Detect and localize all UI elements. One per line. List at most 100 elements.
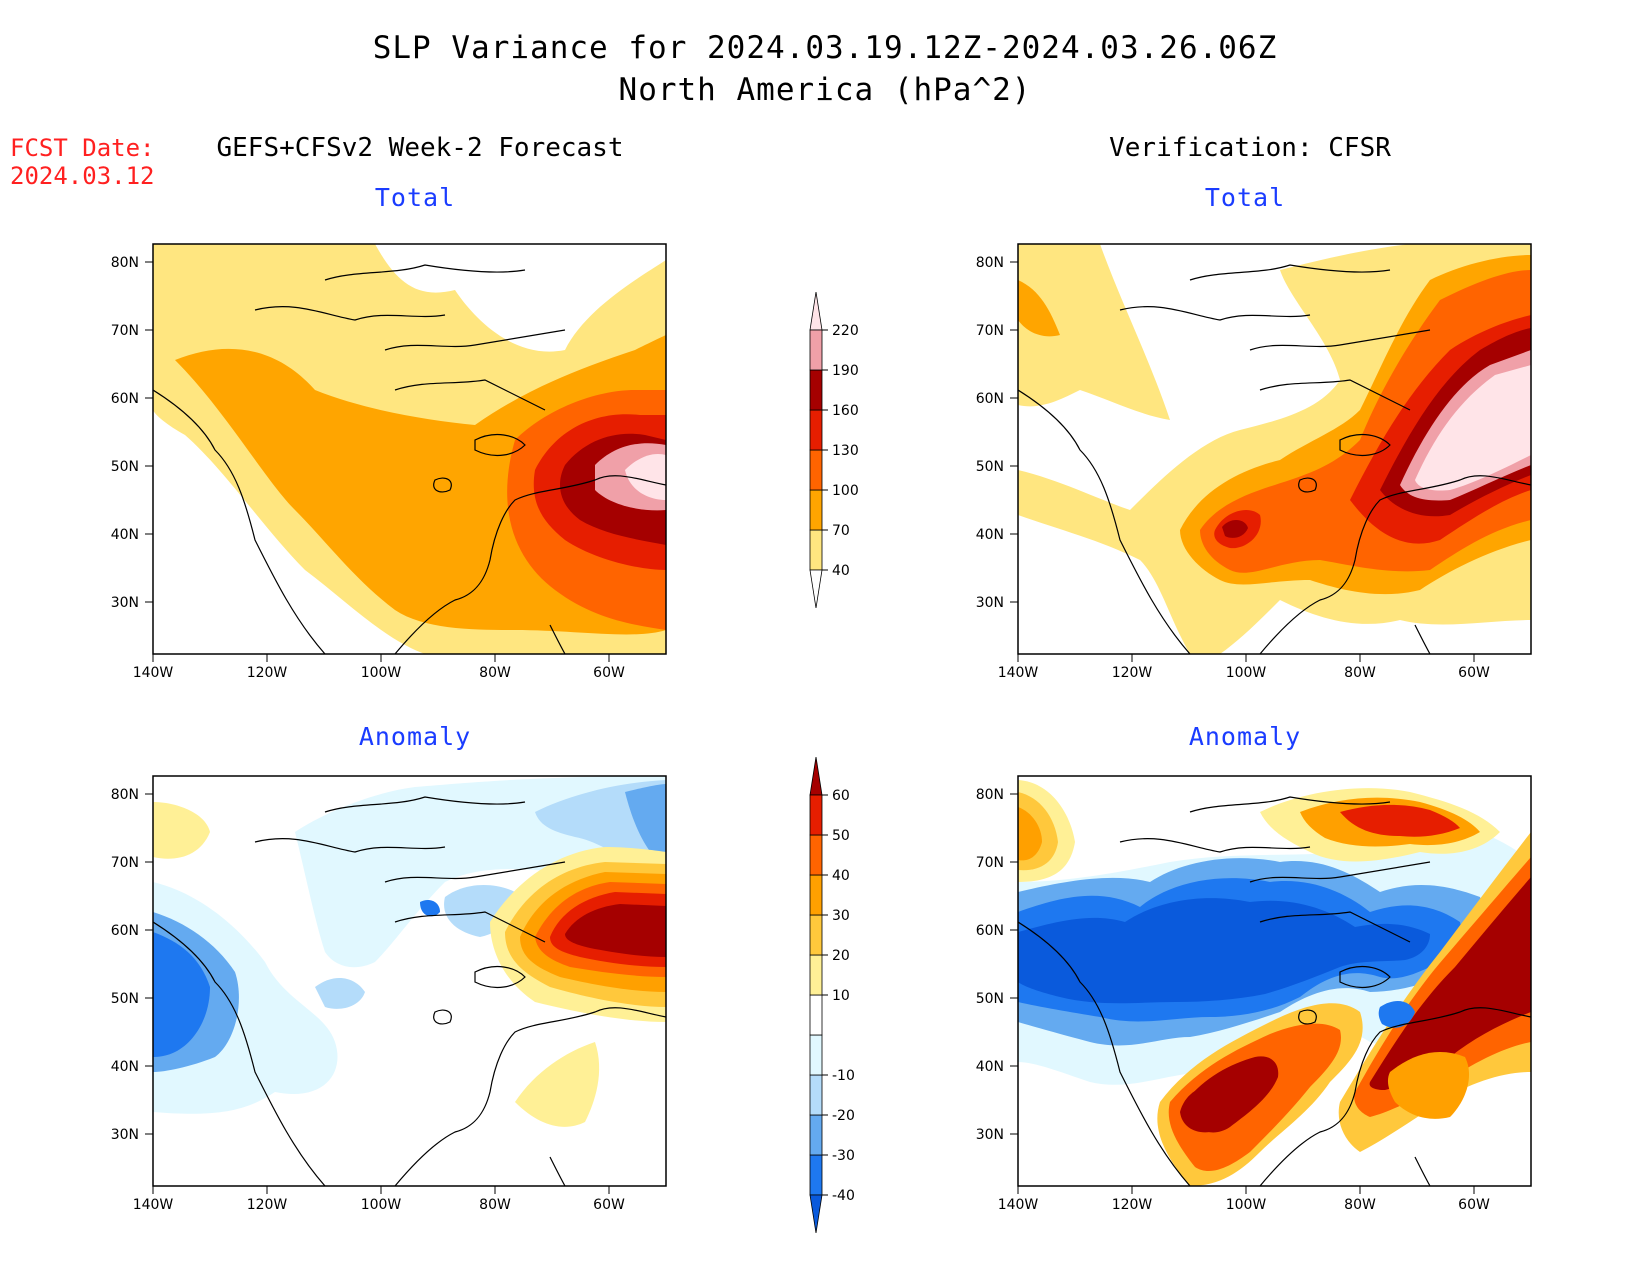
variance-field [153, 244, 666, 654]
colorbar-swatch [809, 529, 823, 571]
lon-tick-120w: 120W [247, 665, 288, 681]
colorbar-swatch [809, 409, 823, 451]
lat-tick-70n: 70N [976, 323, 1004, 339]
colorbar-wedge-bottom [809, 1194, 823, 1234]
colorbar-label: -30 [832, 1148, 855, 1164]
lon-tick-100w: 100W [1226, 665, 1267, 681]
map-verification-total: 80N 70N 60N 50N 40N 30N 140W 120W 100W 8… [976, 243, 1532, 681]
colorbar-swatch [809, 1034, 823, 1076]
colorbar-swatch [809, 329, 823, 371]
colorbar-swatch [809, 794, 823, 836]
colorbar-swatch [809, 449, 823, 491]
lon-tick-60w: 60W [593, 1197, 625, 1213]
plot-frame [152, 775, 667, 1187]
lat-axis: 80N 70N 60N 50N 40N 30N [976, 787, 1018, 1143]
colorbar-swatch [809, 914, 823, 956]
lon-tick-60w: 60W [593, 665, 625, 681]
map-forecast-anomaly: 80N 70N 60N 50N 40N 30N 140W 120W 100W 8… [111, 775, 667, 1213]
map-verification-anomaly: 80N 70N 60N 50N 40N 30N 140W 120W 100W 8… [976, 775, 1532, 1213]
plot-frame [1017, 775, 1532, 1187]
lat-tick-50n: 50N [976, 459, 1004, 475]
lon-axis: 140W 120W 100W 80W 60W [133, 654, 625, 681]
colorbar-anomaly: -40 -30 -20 -10 10 20 30 40 50 60 [809, 756, 855, 1234]
lon-tick-120w: 120W [1112, 665, 1153, 681]
lat-tick-30n: 30N [111, 1127, 139, 1143]
main-title: SLP Variance for 2024.03.19.12Z-2024.03.… [372, 30, 1278, 66]
lat-tick-50n: 50N [111, 459, 139, 475]
plot-frame [152, 243, 667, 655]
lon-tick-140w: 140W [133, 665, 174, 681]
lon-tick-140w: 140W [133, 1197, 174, 1213]
subtitle: North America (hPa^2) [618, 72, 1032, 108]
colorbar-label: 70 [832, 523, 850, 539]
colorbar-label: 100 [832, 483, 859, 499]
colorbar-wedge-top [809, 291, 823, 331]
left-column-header: GEFS+CFSv2 Week-2 Forecast [216, 133, 624, 163]
lon-tick-100w: 100W [361, 665, 402, 681]
colorbar-swatch [809, 874, 823, 916]
colorbar-total: 40 70 100 130 160 190 220 [809, 291, 859, 609]
colorbar-label: -40 [832, 1188, 855, 1204]
colorbar-swatch [809, 1114, 823, 1156]
lon-tick-140w: 140W [998, 1197, 1039, 1213]
lon-tick-120w: 120W [1112, 1197, 1153, 1213]
lat-tick-40n: 40N [111, 1059, 139, 1075]
lat-tick-30n: 30N [111, 595, 139, 611]
lon-tick-80w: 80W [1344, 665, 1376, 681]
coastline [153, 264, 666, 654]
lat-tick-60n: 60N [111, 923, 139, 939]
lon-tick-100w: 100W [361, 1197, 402, 1213]
lon-tick-60w: 60W [1458, 665, 1490, 681]
panel-title-verification-anomaly: Anomaly [1188, 722, 1302, 751]
lon-tick-140w: 140W [998, 665, 1039, 681]
lon-tick-80w: 80W [479, 1197, 511, 1213]
lon-tick-60w: 60W [1458, 1197, 1490, 1213]
colorbar-label: 60 [832, 788, 850, 804]
lon-tick-100w: 100W [1226, 1197, 1267, 1213]
colorbar-swatch [809, 954, 823, 996]
lat-tick-70n: 70N [111, 855, 139, 871]
lat-tick-50n: 50N [976, 991, 1004, 1007]
lat-axis: 80N 70N 60N 50N 40N 30N [111, 787, 153, 1143]
colorbar-swatch [809, 834, 823, 876]
panel-title-forecast-total: Total [374, 183, 456, 212]
lat-tick-30n: 30N [976, 1127, 1004, 1143]
lat-tick-40n: 40N [976, 527, 1004, 543]
lat-tick-50n: 50N [111, 991, 139, 1007]
right-column-header: Verification: CFSR [1109, 133, 1391, 163]
colorbar-label: 50 [832, 828, 850, 844]
lat-tick-30n: 30N [976, 595, 1004, 611]
colorbar-wedge-top [809, 756, 823, 796]
colorbar-swatch [809, 369, 823, 411]
coastline [1018, 264, 1531, 654]
lon-tick-80w: 80W [479, 665, 511, 681]
colorbar-label: 130 [832, 443, 859, 459]
coastline [1018, 796, 1531, 1186]
colorbar-label: -10 [832, 1068, 855, 1084]
lat-tick-60n: 60N [111, 391, 139, 407]
lat-tick-80n: 80N [976, 787, 1004, 803]
fcst-date: 2024.03.12 [10, 162, 155, 190]
lon-tick-80w: 80W [1344, 1197, 1376, 1213]
colorbar-label: 160 [832, 403, 859, 419]
lat-tick-70n: 70N [111, 323, 139, 339]
lat-tick-70n: 70N [976, 855, 1004, 871]
plot-frame [1017, 243, 1532, 655]
lon-axis: 140W 120W 100W 80W 60W [998, 654, 1490, 681]
lat-tick-80n: 80N [111, 787, 139, 803]
lat-tick-60n: 60N [976, 923, 1004, 939]
map-forecast-total: 80N 70N 60N 50N 40N 30N 140W 120W 100W 8… [111, 243, 667, 681]
lat-axis: 80N 70N 60N 50N 40N 30N [111, 255, 153, 611]
colorbar-swatch [809, 1154, 823, 1196]
lon-tick-120w: 120W [247, 1197, 288, 1213]
lon-axis: 140W 120W 100W 80W 60W [998, 1186, 1490, 1213]
lon-axis: 140W 120W 100W 80W 60W [133, 1186, 625, 1213]
colorbar-label: 40 [832, 563, 850, 579]
lat-tick-40n: 40N [111, 527, 139, 543]
anomaly-field [1018, 776, 1531, 1186]
fcst-label: FCST Date: [10, 134, 155, 162]
colorbar-swatch [809, 994, 823, 1036]
lat-tick-60n: 60N [976, 391, 1004, 407]
colorbar-label: 190 [832, 363, 859, 379]
colorbar-label: 20 [832, 948, 850, 964]
